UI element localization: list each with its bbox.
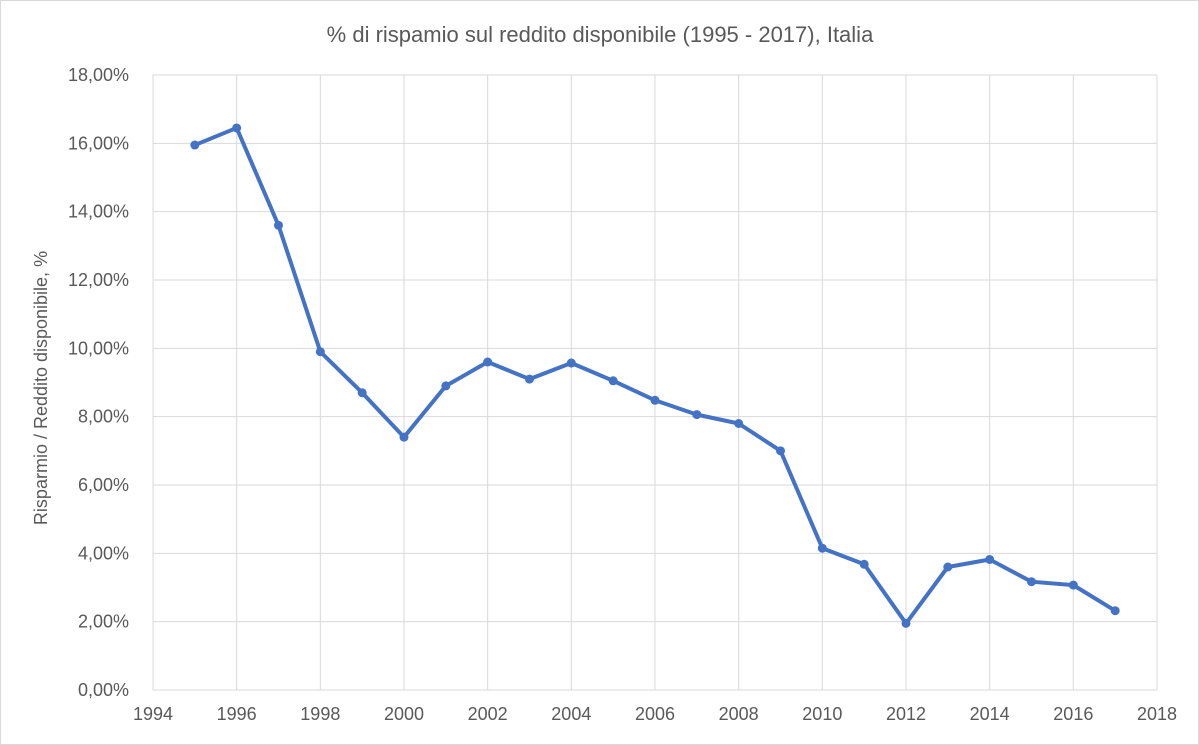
- y-tick-label: 0,00%: [78, 680, 129, 700]
- x-tick-label: 1994: [133, 704, 173, 724]
- x-tick-label: 2018: [1137, 704, 1177, 724]
- data-point: [315, 347, 325, 357]
- data-point: [190, 140, 200, 150]
- data-point: [1068, 580, 1078, 590]
- data-point: [357, 388, 367, 398]
- data-point: [650, 395, 660, 405]
- y-tick-label: 18,00%: [68, 65, 129, 85]
- data-point: [776, 446, 785, 456]
- x-tick-label: 2010: [802, 704, 842, 724]
- x-tick-label: 1998: [300, 704, 340, 724]
- data-point: [608, 376, 618, 386]
- gridlines: [152, 74, 1158, 691]
- data-point: [817, 543, 827, 553]
- y-tick-label: 2,00%: [78, 612, 129, 632]
- data-point: [483, 357, 493, 367]
- x-tick-label: 2004: [551, 704, 591, 724]
- data-point: [859, 559, 869, 569]
- x-tick-label: 2012: [886, 704, 926, 724]
- data-point: [901, 618, 911, 628]
- y-axis-label: Risparmio / Reddito disponibile, %: [31, 251, 51, 525]
- y-axis-ticks: 0,00% 2,00% 4,00% 6,00% 8,00% 10,00% 12,00% 14,…: [68, 65, 129, 700]
- x-tick-label: 2016: [1053, 704, 1093, 724]
- y-tick-label: 16,00%: [68, 133, 129, 153]
- series-group: [190, 123, 1120, 628]
- y-tick-label: 12,00%: [68, 270, 129, 290]
- data-point: [566, 358, 576, 368]
- y-tick-label: 10,00%: [68, 338, 129, 358]
- y-tick-label: 4,00%: [78, 543, 129, 563]
- chart-title: % di rispamio sul reddito disponibile (1…: [327, 22, 874, 47]
- x-tick-label: 1996: [217, 704, 257, 724]
- x-axis-ticks: 1994 1996 1998 2000 2002 2004 2006 2008 2010 2012…: [133, 704, 1177, 724]
- data-point: [985, 554, 995, 564]
- y-tick-label: 14,00%: [68, 202, 129, 222]
- y-tick-label: 6,00%: [78, 475, 129, 495]
- x-tick-label: 2008: [719, 704, 759, 724]
- y-tick-label: 8,00%: [78, 407, 129, 427]
- data-point: [1110, 606, 1120, 616]
- x-tick-label: 2006: [635, 704, 675, 724]
- data-point: [274, 220, 283, 230]
- data-point: [525, 374, 534, 384]
- x-tick-label: 2002: [468, 704, 508, 724]
- x-tick-label: 2000: [384, 704, 424, 724]
- data-point: [943, 562, 953, 572]
- data-point: [734, 419, 744, 428]
- data-point: [399, 432, 409, 442]
- data-point: [692, 410, 702, 420]
- data-point: [1027, 577, 1036, 587]
- data-point: [232, 123, 242, 133]
- data-point: [441, 381, 451, 391]
- x-tick-label: 2014: [970, 704, 1010, 724]
